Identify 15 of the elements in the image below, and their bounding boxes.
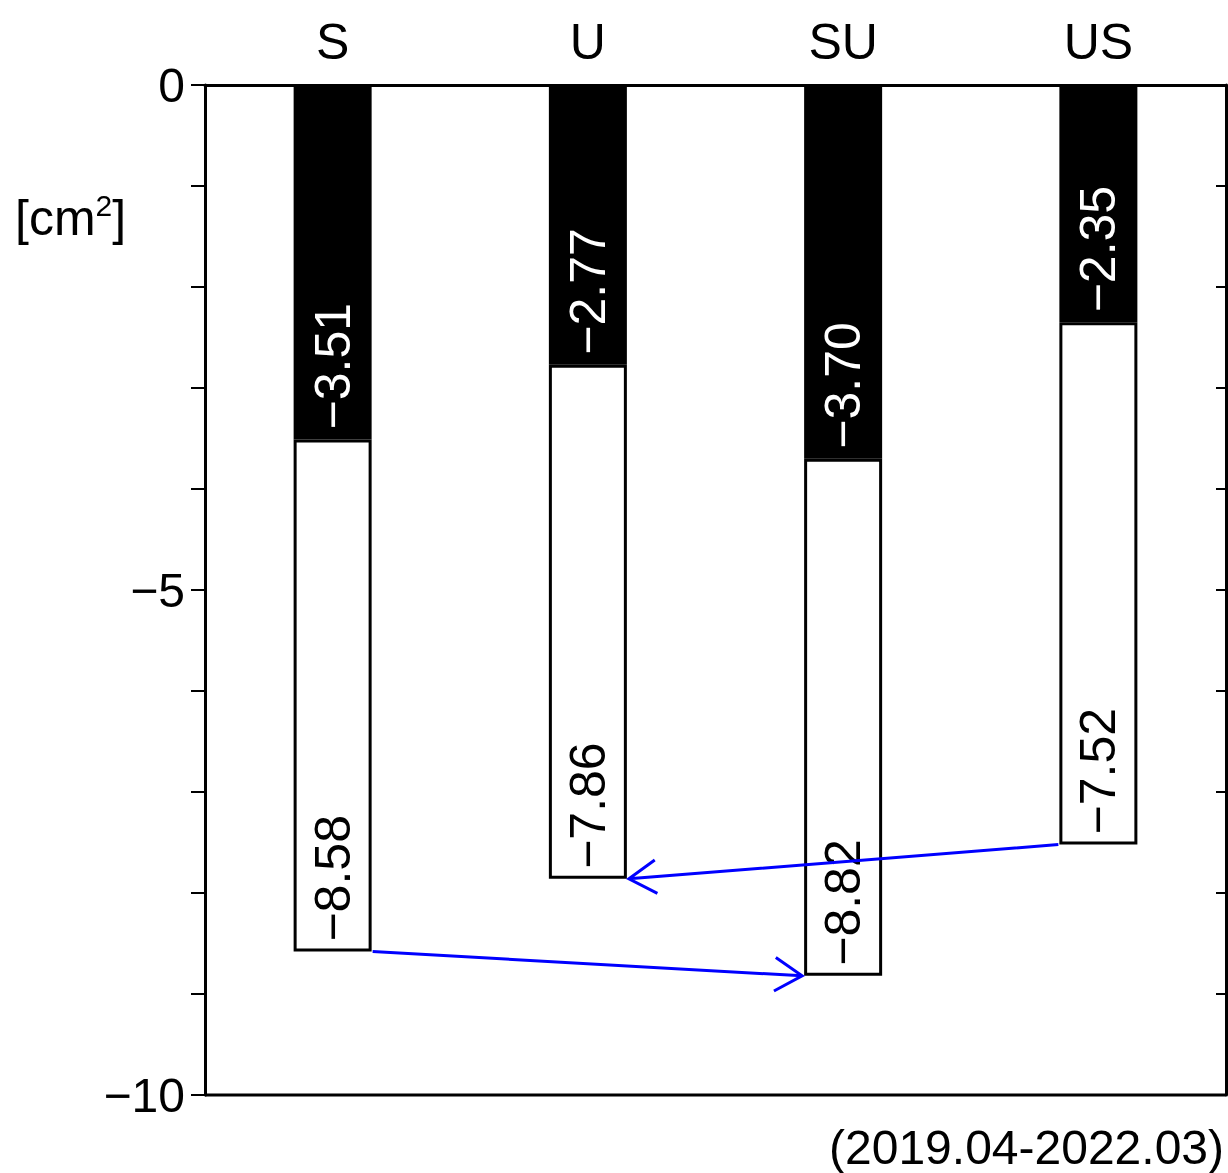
data-label: −2.77: [559, 228, 616, 355]
data-label: −2.35: [1070, 185, 1127, 313]
y-tick-label: −10: [103, 1068, 185, 1122]
x-tick-label: U: [569, 14, 606, 70]
total-label: −7.86: [559, 742, 616, 869]
y-tick-label: 0: [158, 58, 185, 112]
total-label: −7.52: [1070, 708, 1127, 835]
data-label: −3.70: [815, 322, 872, 449]
x-tick-label: US: [1063, 14, 1134, 70]
total-label: −8.82: [815, 839, 872, 966]
y-tick-label: −5: [130, 563, 185, 617]
x-tick-label: S: [315, 14, 350, 70]
x-tick-label: SU: [808, 14, 878, 70]
data-label: −3.51: [304, 302, 361, 430]
total-label: −8.58: [304, 815, 361, 942]
